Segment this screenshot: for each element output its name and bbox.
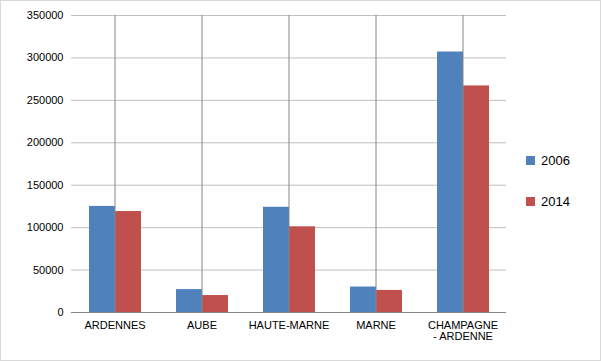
svg-text:150000: 150000 xyxy=(27,179,64,191)
svg-text:250000: 250000 xyxy=(27,94,64,106)
svg-text:ARDENNES: ARDENNES xyxy=(84,319,145,331)
svg-text:350000: 350000 xyxy=(27,9,64,21)
svg-text:300000: 300000 xyxy=(27,51,64,63)
svg-text:50000: 50000 xyxy=(33,264,64,276)
html-text:2006: 2006 xyxy=(541,152,570,168)
html-text:2014: 2014 xyxy=(541,193,570,209)
svg-text:100000: 100000 xyxy=(27,221,64,233)
svg-text:0: 0 xyxy=(57,306,63,318)
svg-text:CHAMPAGNE- ARDENNE: CHAMPAGNE- ARDENNE xyxy=(428,319,498,342)
svg-text:HAUTE-MARNE: HAUTE-MARNE xyxy=(249,319,330,331)
svg-text:AUBE: AUBE xyxy=(187,319,217,331)
svg-text:MARNE: MARNE xyxy=(356,319,396,331)
svg-text:200000: 200000 xyxy=(27,136,64,148)
